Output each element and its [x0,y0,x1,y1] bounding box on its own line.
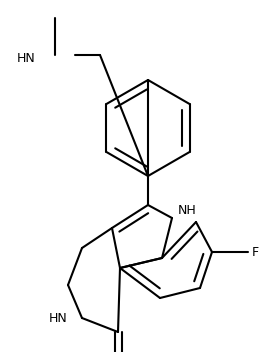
Text: HN: HN [49,312,68,325]
Text: HN: HN [17,51,36,64]
Text: F: F [252,245,259,258]
Text: NH: NH [178,203,197,216]
